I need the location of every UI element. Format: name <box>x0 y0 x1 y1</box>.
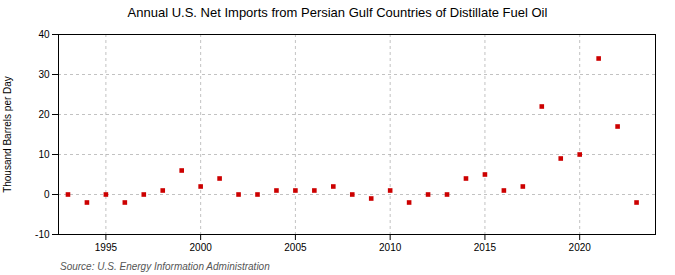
svg-text:2000: 2000 <box>190 242 213 253</box>
svg-text:2010: 2010 <box>379 242 402 253</box>
svg-text:30: 30 <box>38 69 50 80</box>
html-text:Source: U.S. Energy Informatio: Source: U.S. Energy Information Administ… <box>60 261 270 272</box>
svg-text:2005: 2005 <box>284 242 307 253</box>
svg-text:-10: -10 <box>35 229 50 240</box>
svg-text:0: 0 <box>44 189 50 200</box>
svg-text:20: 20 <box>38 109 50 120</box>
svg-text:2020: 2020 <box>569 242 592 253</box>
html-text:Annual U.S. Net Imports from P: Annual U.S. Net Imports from Persian Gul… <box>127 5 548 20</box>
svg-text:2015: 2015 <box>474 242 497 253</box>
svg-text:40: 40 <box>38 29 50 40</box>
svg-text:1995: 1995 <box>95 242 118 253</box>
svg-text:Thousand Barrels per Day: Thousand Barrels per Day <box>2 76 13 193</box>
svg-text:10: 10 <box>38 149 50 160</box>
